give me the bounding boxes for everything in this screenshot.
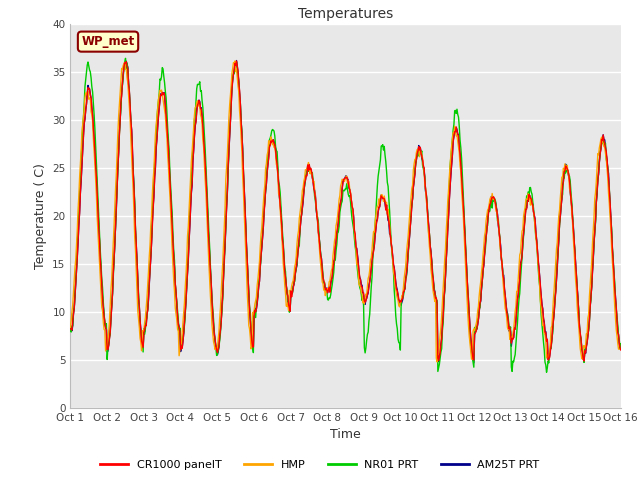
Y-axis label: Temperature ( C): Temperature ( C) — [34, 163, 47, 269]
Text: WP_met: WP_met — [81, 35, 134, 48]
X-axis label: Time: Time — [330, 429, 361, 442]
Legend: CR1000 panelT, HMP, NR01 PRT, AM25T PRT: CR1000 panelT, HMP, NR01 PRT, AM25T PRT — [96, 456, 544, 474]
Title: Temperatures: Temperatures — [298, 8, 393, 22]
